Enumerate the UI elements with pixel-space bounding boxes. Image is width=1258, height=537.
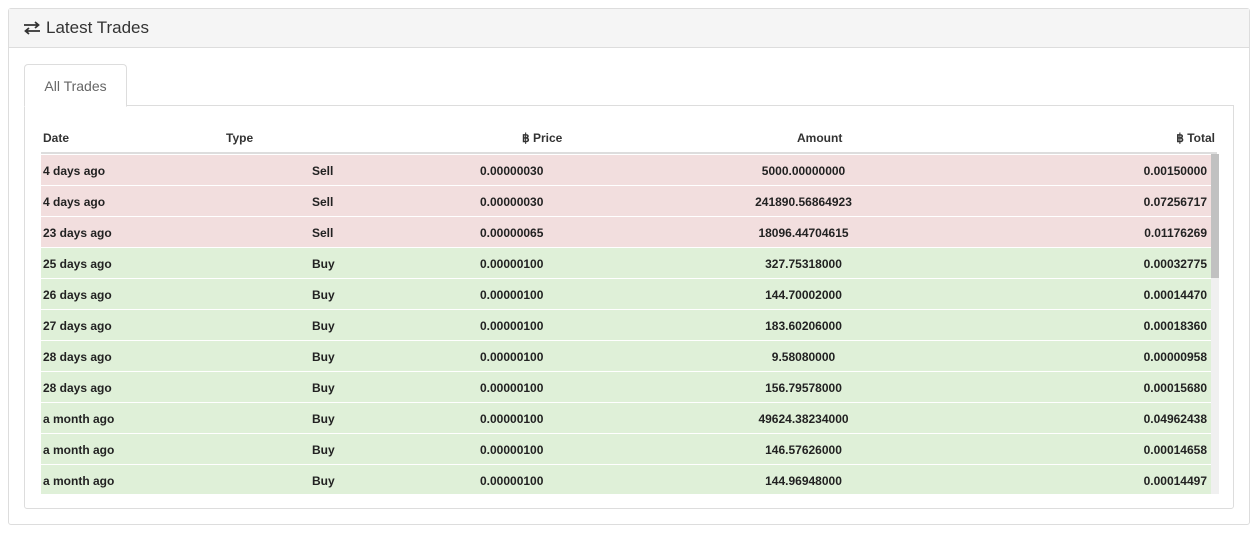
cell-type: Buy bbox=[312, 319, 335, 333]
cell-type: Buy bbox=[312, 288, 335, 302]
cell-type: Buy bbox=[312, 350, 335, 364]
scrollbar-thumb[interactable] bbox=[1211, 154, 1219, 278]
cell-amount-value: 144.96948000 bbox=[765, 474, 842, 488]
cell-price: 0.00000100 bbox=[480, 257, 544, 271]
exchange-arrows-icon bbox=[23, 21, 41, 35]
cell-date: 25 days ago bbox=[43, 257, 112, 271]
panel-heading: Latest Trades bbox=[9, 9, 1249, 48]
panel-title: Latest Trades bbox=[46, 18, 150, 37]
table-row: 28 days ago Buy 0.00000100 156.79578000 0.00… bbox=[41, 371, 1211, 402]
cell-price: 0.00000030 bbox=[480, 164, 544, 178]
cell-amount-value: 5000.00000000 bbox=[761, 164, 846, 178]
cell-price: 0.00000065 bbox=[480, 226, 544, 240]
cell-date: a month ago bbox=[43, 474, 115, 488]
cell-amount: 183.60206000 bbox=[765, 319, 842, 333]
cell-type: Buy bbox=[312, 443, 335, 457]
cell-date: 26 days ago bbox=[43, 288, 112, 302]
table-row: 25 days ago Buy 0.00000100 327.75318000 0.00… bbox=[41, 247, 1211, 278]
cell-amount-value: 9.58080000 bbox=[771, 350, 836, 364]
cell-price: 0.00000100 bbox=[480, 412, 544, 426]
cell-date: a month ago bbox=[43, 412, 115, 426]
cell-price: 0.00000100 bbox=[480, 350, 544, 364]
cell-amount-value: 144.70002000 bbox=[765, 288, 842, 302]
cell-type: Sell bbox=[312, 195, 334, 209]
cell-type: Buy bbox=[312, 381, 335, 395]
table-body[interactable]: a month ago Buy 0.00000100 144.96948000 0.00… bbox=[41, 154, 1219, 494]
cell-amount-value: 49624.38234000 bbox=[758, 412, 849, 426]
cell-total: 0.01176269 bbox=[1144, 226, 1207, 240]
header-date[interactable]: Date bbox=[43, 131, 70, 145]
cell-total: 0.00014658 bbox=[1143, 443, 1207, 457]
cell-total: 0.00015680 bbox=[1143, 381, 1207, 395]
cell-amount: 146.57626000 bbox=[765, 443, 842, 457]
cell-total: 0.00150000 bbox=[1143, 164, 1207, 178]
cell-price: 0.00000030 bbox=[480, 195, 544, 209]
cell-amount: 5000.00000000 bbox=[762, 164, 845, 178]
cell-total: 0.07256717 bbox=[1143, 195, 1207, 209]
latest-trades-panel: Latest Trades All Trades Date Type ฿ Pri… bbox=[8, 8, 1250, 525]
cell-amount-value: 183.60206000 bbox=[765, 319, 842, 333]
table-row: 26 days ago Buy 0.00000100 144.70002000 0.00… bbox=[41, 278, 1211, 309]
cell-price: 0.00000100 bbox=[480, 319, 544, 333]
header-price[interactable]: ฿ Price bbox=[522, 131, 563, 145]
cell-amount-value: 156.79578000 bbox=[765, 381, 842, 395]
cell-amount-value: 327.75318000 bbox=[765, 257, 842, 271]
cell-date: 28 days ago bbox=[43, 381, 112, 395]
table-row: a month ago Buy 0.00000100 144.96948000 0.00… bbox=[41, 464, 1211, 494]
table-row: 28 days ago Buy 0.00000100 9.58080000 0.0000… bbox=[41, 340, 1211, 371]
cell-amount: 9.58080000 bbox=[772, 350, 835, 364]
cell-amount: 241890.56864923 bbox=[755, 195, 852, 209]
table-row: 23 days ago Sell 0.00000065 18096.44704615 0… bbox=[41, 216, 1211, 247]
cell-amount: 144.70002000 bbox=[765, 288, 842, 302]
header-total[interactable]: ฿ Total bbox=[1176, 131, 1215, 145]
cell-price: 0.00000100 bbox=[480, 443, 544, 457]
cell-date: 4 days ago bbox=[43, 164, 106, 178]
cell-amount-value: 18096.44704615 bbox=[758, 226, 849, 240]
cell-amount: 156.79578000 bbox=[765, 381, 842, 395]
cell-type: Buy bbox=[312, 474, 335, 488]
cell-date: 23 days ago bbox=[43, 226, 112, 240]
cell-amount-value: 146.57626000 bbox=[765, 443, 842, 457]
cell-total: 0.04962438 bbox=[1143, 412, 1207, 426]
cell-type: Sell bbox=[312, 164, 334, 178]
cell-date: a month ago bbox=[43, 443, 115, 457]
cell-total: 0.00014470 bbox=[1143, 288, 1207, 302]
header-amount[interactable]: Amount bbox=[797, 131, 843, 145]
table-row: a month ago Buy 0.00000100 146.57626000 0.00… bbox=[41, 433, 1211, 464]
cell-amount: 18096.44704615 bbox=[758, 226, 848, 240]
cell-amount: 49624.38234000 bbox=[758, 412, 848, 426]
table-row: 4 days ago Sell 0.00000030 5000.00000000 0.0… bbox=[41, 154, 1211, 185]
cell-total: 0.00018360 bbox=[1143, 319, 1207, 333]
cell-total: 0.00014497 bbox=[1143, 474, 1207, 488]
header-type[interactable]: Type bbox=[226, 131, 254, 145]
cell-date: 27 days ago bbox=[43, 319, 112, 333]
cell-amount: 144.96948000 bbox=[765, 474, 842, 488]
table-scrollbar[interactable] bbox=[1211, 154, 1219, 494]
tab-all-trades[interactable]: All Trades bbox=[24, 64, 127, 107]
cell-amount: 327.75318000 bbox=[765, 257, 842, 271]
cell-price: 0.00000100 bbox=[480, 474, 544, 488]
table-row: a month ago Buy 0.00000100 49624.38234000 0.… bbox=[41, 402, 1211, 433]
cell-type: Buy bbox=[312, 412, 335, 426]
cell-total: 0.00000958 bbox=[1143, 350, 1207, 364]
cell-date: 28 days ago bbox=[43, 350, 112, 364]
trades-table: Date Type ฿ Price Amount ฿ Total a month… bbox=[24, 105, 1234, 509]
table-row: 27 days ago Buy 0.00000100 183.60206000 0.00… bbox=[41, 309, 1211, 340]
cell-price: 0.00000100 bbox=[480, 381, 544, 395]
table-row: 4 days ago Sell 0.00000030 241890.56864923 0… bbox=[41, 185, 1211, 216]
table-header: Date Type ฿ Price Amount ฿ Total bbox=[41, 126, 1217, 154]
cell-amount-value: 241890.56864923 bbox=[755, 195, 852, 209]
cell-type: Buy bbox=[312, 257, 335, 271]
cell-type: Sell bbox=[312, 226, 334, 240]
cell-price: 0.00000100 bbox=[480, 288, 544, 302]
cell-total: 0.00032775 bbox=[1143, 257, 1207, 271]
cell-date: 4 days ago bbox=[43, 195, 106, 209]
